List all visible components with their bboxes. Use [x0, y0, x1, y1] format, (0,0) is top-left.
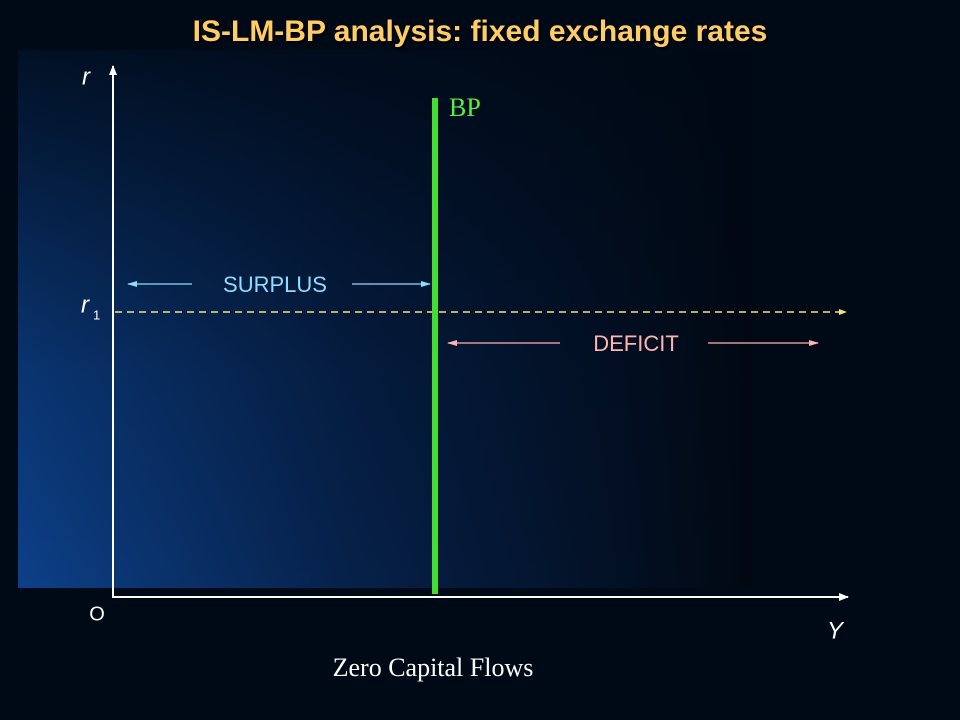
title-shadow: IS-LM-BP analysis: fixed exchange rates — [195, 17, 770, 50]
r1-subscript: 1 — [93, 307, 100, 322]
origin-label: O — [89, 603, 105, 625]
bp-label: BP — [449, 93, 481, 122]
panel-shade — [18, 50, 753, 588]
caption: Zero Capital Flows — [333, 653, 534, 682]
surplus-label: SURPLUS — [223, 272, 327, 297]
x-axis-label: Y — [827, 617, 845, 644]
r1-symbol: r — [81, 291, 90, 318]
deficit-label: DEFICIT — [593, 331, 679, 356]
y-axis-label: r — [82, 63, 91, 90]
title: IS-LM-BP analysis: fixed exchange rates — [193, 15, 768, 48]
